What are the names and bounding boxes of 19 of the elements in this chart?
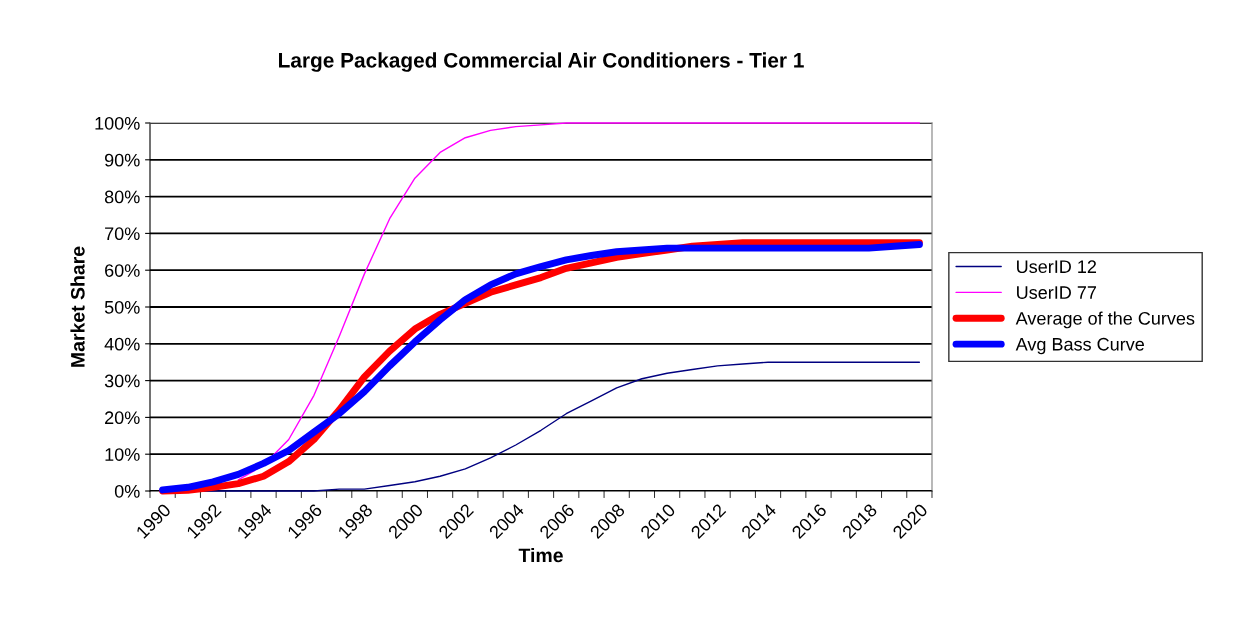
y-tick-label: 70% bbox=[105, 227, 140, 241]
y-tick-label: 90% bbox=[104, 153, 140, 167]
line-series bbox=[237, 122, 921, 481]
y-tick-label: 20% bbox=[105, 411, 140, 425]
x-axis-title: Time bbox=[518, 547, 563, 563]
y-axis-title: Market Share bbox=[70, 246, 85, 367]
chart-title: Large Packaged Commercial Air Conditioners - Tier 1 bbox=[279, 52, 804, 72]
y-tick-label: 100% bbox=[95, 116, 140, 130]
y-tick-label: 30% bbox=[104, 374, 140, 388]
y-tick-label: 40% bbox=[104, 337, 140, 351]
legend-label: UserID 12 bbox=[1017, 260, 1097, 274]
y-tick-label: 10% bbox=[105, 448, 140, 461]
y-tick-label: 50% bbox=[104, 300, 140, 314]
legend-label: Avg Bass Curve bbox=[1015, 337, 1144, 355]
y-tick-label: 0% bbox=[114, 484, 140, 498]
y-tick-label: 60% bbox=[105, 264, 140, 277]
legend-label: UserID 77 bbox=[1017, 286, 1097, 299]
y-tick-label: 80% bbox=[104, 190, 140, 204]
legend-label: Average of the Curves bbox=[1015, 311, 1195, 329]
